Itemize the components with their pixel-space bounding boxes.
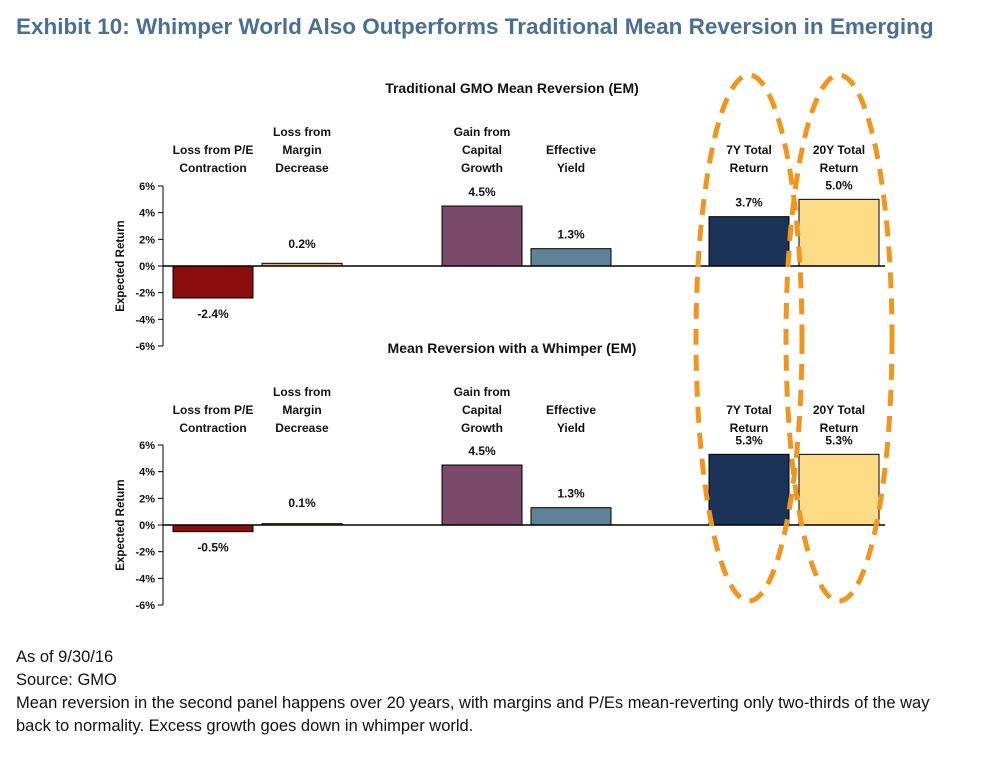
data-label: 0.2% bbox=[288, 237, 316, 251]
chart-area: Traditional GMO Mean Reversion (EM) Expec… bbox=[115, 72, 895, 612]
category-label: Yield bbox=[557, 161, 585, 175]
category-label: Loss from bbox=[273, 385, 331, 399]
y-tick-label: -4% bbox=[135, 573, 155, 585]
category-label: Decrease bbox=[275, 161, 329, 175]
exhibit-title: Exhibit 10: Whimper World Also Outperfor… bbox=[16, 14, 934, 39]
y-tick-label: -2% bbox=[135, 547, 155, 559]
category-label: Contraction bbox=[179, 421, 246, 435]
category-label: Gain from bbox=[454, 385, 511, 399]
y-tick-label: 4% bbox=[139, 208, 155, 220]
data-label: 5.0% bbox=[825, 178, 853, 192]
category-label: Return bbox=[820, 161, 859, 175]
y-tick-label: -6% bbox=[135, 600, 155, 612]
category-label: 7Y Total bbox=[726, 143, 772, 157]
total-20y-bar bbox=[798, 198, 880, 267]
category-label: Loss from bbox=[273, 125, 331, 139]
category-label: Growth bbox=[461, 421, 503, 435]
data-label: 1.3% bbox=[557, 487, 585, 501]
category-label: Capital bbox=[462, 143, 502, 157]
category-label: Gain from bbox=[454, 125, 511, 139]
category-label: Return bbox=[730, 421, 769, 435]
loss-pe-bar bbox=[172, 524, 254, 533]
panel-title: Mean Reversion with a Whimper (EM) bbox=[388, 340, 637, 356]
data-label: -2.4% bbox=[197, 307, 229, 321]
data-label: 5.3% bbox=[825, 433, 853, 447]
category-label: Yield bbox=[557, 421, 585, 435]
data-label: 0.1% bbox=[288, 496, 316, 510]
data-label: 4.5% bbox=[468, 444, 496, 458]
category-label: Effective bbox=[546, 403, 596, 417]
y-tick-label: -4% bbox=[135, 314, 155, 326]
y-tick-label: 0% bbox=[139, 520, 155, 532]
category-label: Loss from P/E bbox=[173, 403, 254, 417]
category-label: Capital bbox=[462, 403, 502, 417]
total-7y-bar bbox=[708, 216, 790, 267]
category-label: 7Y Total bbox=[726, 403, 772, 417]
source-note: Source: GMO bbox=[16, 671, 117, 689]
footer: As of 9/30/16 Source: GMO Mean reversion… bbox=[16, 646, 966, 738]
y-tick-label: 6% bbox=[139, 181, 155, 193]
y-tick-label: 6% bbox=[139, 440, 155, 452]
gain-growth-bar bbox=[441, 205, 523, 267]
category-label: Growth bbox=[461, 161, 503, 175]
y-tick-label: -2% bbox=[135, 288, 155, 300]
highlight-ellipse-7y bbox=[693, 72, 805, 604]
data-label: 1.3% bbox=[557, 228, 585, 242]
category-label: Effective bbox=[546, 143, 596, 157]
chart-panel-2: Mean Reversion with a Whimper (EM) Expect… bbox=[115, 340, 885, 612]
y-axis-label: Expected Return bbox=[115, 220, 127, 311]
category-label: Loss from P/E bbox=[173, 143, 254, 157]
data-label: 3.7% bbox=[735, 196, 763, 210]
category-label: Margin bbox=[282, 403, 321, 417]
total-7y-bar bbox=[708, 453, 790, 526]
y-tick-label: 2% bbox=[139, 234, 155, 246]
category-label: Margin bbox=[282, 143, 321, 157]
footnote-text: Mean reversion in the second panel happe… bbox=[16, 694, 930, 735]
gain-growth-bar bbox=[441, 464, 523, 526]
data-label: 5.3% bbox=[735, 433, 763, 447]
category-label: 20Y Total bbox=[813, 143, 865, 157]
yield-bar bbox=[530, 507, 612, 526]
category-label: 20Y Total bbox=[813, 403, 865, 417]
as-of-date: As of 9/30/16 bbox=[16, 648, 114, 666]
panel-title: Traditional GMO Mean Reversion (EM) bbox=[385, 80, 639, 96]
highlight-ellipse-20y bbox=[783, 72, 895, 604]
y-tick-label: 0% bbox=[139, 261, 155, 273]
category-label: Return bbox=[820, 421, 859, 435]
category-label: Decrease bbox=[275, 421, 329, 435]
data-label: -0.5% bbox=[197, 541, 229, 555]
yield-bar bbox=[530, 248, 612, 267]
data-label: 4.5% bbox=[468, 185, 496, 199]
loss-pe-bar bbox=[172, 265, 254, 299]
chart-panel-1: Traditional GMO Mean Reversion (EM) Expec… bbox=[115, 80, 885, 353]
total-20y-bar bbox=[798, 453, 880, 526]
y-tick-label: -6% bbox=[135, 341, 155, 353]
y-tick-label: 4% bbox=[139, 467, 155, 479]
category-label: Return bbox=[730, 161, 769, 175]
y-axis-label: Expected Return bbox=[115, 479, 127, 570]
category-label: Contraction bbox=[179, 161, 246, 175]
y-tick-label: 2% bbox=[139, 493, 155, 505]
